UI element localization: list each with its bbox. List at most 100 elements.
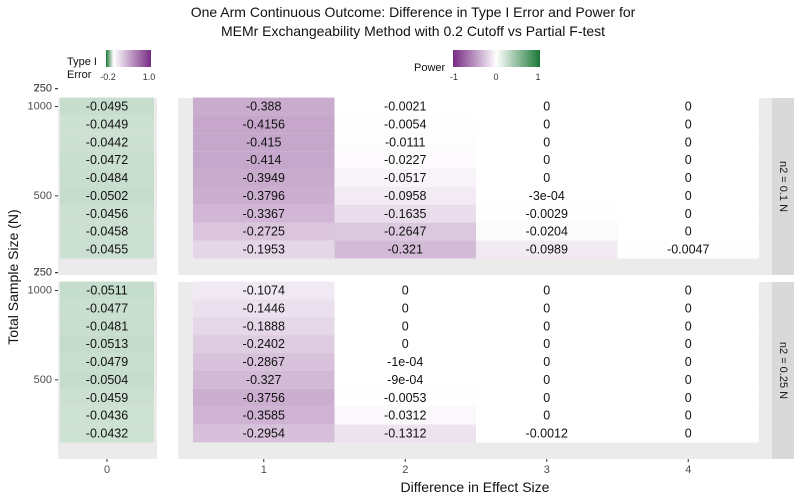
type1-cell xyxy=(60,240,154,259)
power-cell xyxy=(617,406,759,425)
power-cell xyxy=(193,115,335,134)
type1-cell xyxy=(60,388,154,407)
power-cell xyxy=(193,222,335,241)
y-tick-label: 750 xyxy=(34,267,52,279)
power-cell xyxy=(617,281,759,300)
power-legend-tick-max: 1 xyxy=(535,72,540,82)
power-cell xyxy=(617,353,759,371)
power-cell-label: -0.1074 xyxy=(243,284,285,298)
type1-cell xyxy=(60,353,154,371)
x-tick-label: 1 xyxy=(261,464,267,476)
power-cell-label: -0.388 xyxy=(246,100,281,114)
x-tick-label: 2 xyxy=(402,464,408,476)
power-cell-label: 0 xyxy=(685,337,692,351)
power-cell-label: -0.0053 xyxy=(384,391,426,405)
power-cell xyxy=(617,335,759,354)
y-tick-label: 750 xyxy=(34,83,52,95)
power-cell-label: -9e-04 xyxy=(387,373,423,387)
type1-legend-colorbar xyxy=(106,50,151,67)
type1-cell-label: -0.0436 xyxy=(86,409,128,423)
power-cell-label: 0 xyxy=(685,117,692,131)
power-cell-label: -0.4156 xyxy=(243,117,285,131)
type1-cell xyxy=(60,204,154,223)
power-cell-label: -0.1953 xyxy=(243,243,285,257)
power-cell-label: 0 xyxy=(685,355,692,369)
type1-cell xyxy=(60,222,154,241)
power-cell xyxy=(334,240,476,259)
power-cell-label: 0 xyxy=(402,301,409,315)
power-cell-label: -0.0312 xyxy=(384,409,426,423)
type1-cell-label: -0.0495 xyxy=(86,100,128,114)
power-cell xyxy=(476,204,618,223)
power-cell-label: 0 xyxy=(543,337,550,351)
power-cell xyxy=(617,186,759,205)
power-cell xyxy=(334,335,476,354)
power-cell xyxy=(193,299,335,318)
type1-cell-label: -0.0458 xyxy=(86,225,128,239)
y-tick-label: 250 xyxy=(34,83,52,95)
power-cell-label: -0.0989 xyxy=(526,243,568,257)
type1-cell-label: -0.0455 xyxy=(86,243,128,257)
power-cell xyxy=(617,388,759,407)
power-cell xyxy=(334,186,476,205)
power-cell xyxy=(334,370,476,389)
power-cell xyxy=(334,169,476,187)
power-cell xyxy=(617,204,759,223)
chart-title: One Arm Continuous Outcome: Difference i… xyxy=(191,4,636,20)
type1-cell xyxy=(60,115,154,134)
power-cell xyxy=(476,151,618,170)
type1-cell-label: -0.0477 xyxy=(86,301,128,315)
power-cell-label: -0.2725 xyxy=(243,225,285,239)
type1-cell-label: -0.0459 xyxy=(86,391,128,405)
power-cell xyxy=(617,133,759,152)
power-cell-label: 0 xyxy=(543,301,550,315)
power-cell xyxy=(193,169,335,187)
power-cell xyxy=(334,222,476,241)
power-cell-label: 0 xyxy=(543,284,550,298)
power-cell-label: -0.1312 xyxy=(384,427,426,441)
power-cell-label: 0 xyxy=(685,319,692,333)
power-cell-label: -0.321 xyxy=(388,243,423,257)
type1-cell-label: -0.0511 xyxy=(86,284,128,298)
power-cell xyxy=(334,133,476,152)
power-cell xyxy=(617,115,759,134)
power-cell-label: -0.0958 xyxy=(384,189,426,203)
type1-cell xyxy=(60,370,154,389)
type1-cell-label: -0.0481 xyxy=(86,319,128,333)
power-cell xyxy=(617,317,759,336)
power-cell xyxy=(193,133,335,152)
type1-cell xyxy=(60,97,154,116)
power-cell-label: -0.2647 xyxy=(384,225,426,239)
power-cell xyxy=(476,169,618,187)
type1-legend-tick-min: -0.2 xyxy=(100,72,116,82)
power-cell-label: -0.1635 xyxy=(384,207,426,221)
power-cell xyxy=(476,133,618,152)
power-cell xyxy=(617,424,759,443)
power-cell xyxy=(617,240,759,259)
power-cell-label: -0.0517 xyxy=(384,171,426,185)
power-cell-label: 0 xyxy=(543,409,550,423)
power-cell xyxy=(334,353,476,371)
power-cell-label: 0 xyxy=(543,355,550,369)
power-cell-label: 0 xyxy=(685,409,692,423)
type1-cell-label: -0.0456 xyxy=(86,207,128,221)
power-cell xyxy=(476,388,618,407)
power-cell-label: 0 xyxy=(543,117,550,131)
power-cell-label: 0 xyxy=(543,373,550,387)
power-cell xyxy=(193,335,335,354)
power-cell xyxy=(334,299,476,318)
power-cell xyxy=(334,151,476,170)
type1-legend-title-line2: Error xyxy=(67,69,92,81)
power-cell-label: -0.0021 xyxy=(384,100,426,114)
power-cell-label: 0 xyxy=(685,171,692,185)
power-cell xyxy=(334,97,476,116)
power-cell-label: -0.3796 xyxy=(243,189,285,203)
power-cell-label: -0.0047 xyxy=(667,243,709,257)
power-cell-label: 0 xyxy=(402,337,409,351)
power-cell-label: -0.0012 xyxy=(526,427,568,441)
y-tick-label: 500 xyxy=(34,190,52,202)
power-cell-label: -0.3756 xyxy=(243,391,285,405)
power-cell xyxy=(617,97,759,116)
power-cell xyxy=(617,169,759,187)
